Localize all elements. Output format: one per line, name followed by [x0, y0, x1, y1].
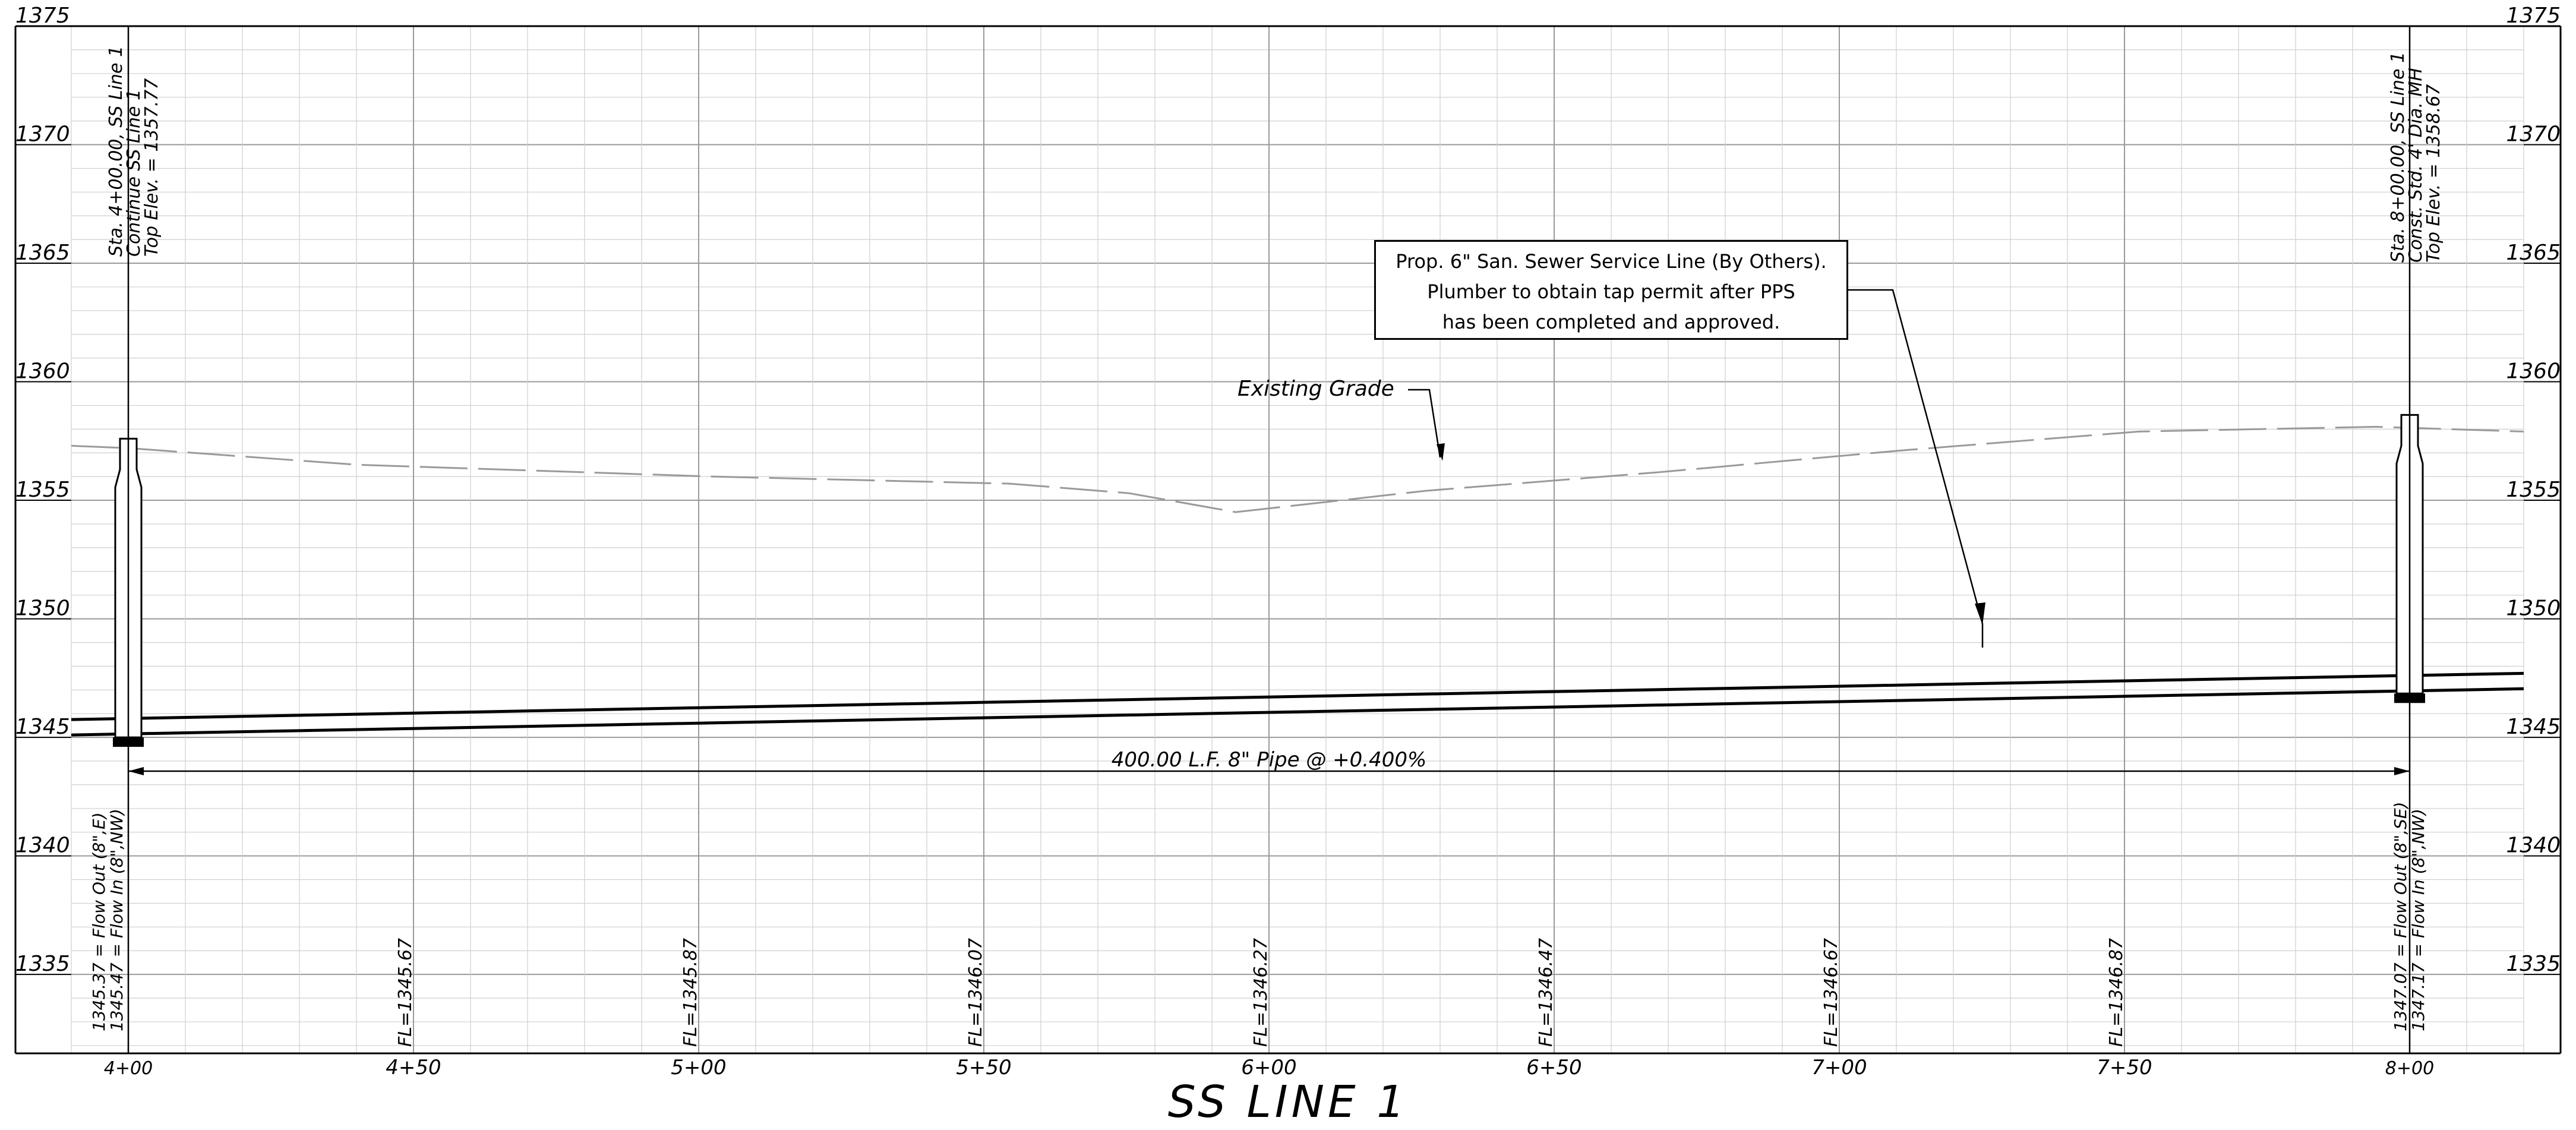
callout-leader	[1848, 289, 1984, 648]
pipe-crown-line	[71, 671, 2524, 721]
drawing-frame	[14, 25, 2562, 1055]
elevation-label-right: 1345	[2506, 715, 2561, 739]
callout-arrowhead	[1975, 602, 1985, 625]
elevation-label-left: 1355	[15, 478, 70, 502]
flowline-label: FL=1346.07	[965, 938, 986, 1047]
elevation-label-left: 1335	[15, 952, 70, 976]
elevation-axis-labels: 1375 1375 1370 1370 1365 1365 1360 1360 1355 1355…	[15, 4, 2561, 976]
station-label: 7+50	[2097, 1056, 2152, 1080]
callout-note-line-2: Plumber to obtain tap permit after PPS	[1427, 280, 1795, 303]
existing-grade-profile	[71, 425, 2524, 513]
elevation-label-right: 1370	[2506, 122, 2561, 147]
left-structure-bottom-note: 1345.37 = Flow Out (8",E)	[89, 812, 109, 1031]
station-label: 6+50	[1526, 1056, 1581, 1080]
existing-grade-label: Existing Grade	[1238, 377, 1394, 401]
service-line-callout-note: Prop. 6" San. Sewer Service Line (By Oth…	[1374, 240, 1848, 340]
elevation-label-right: 1365	[2506, 241, 2561, 265]
right-structure-top-note: Sta. 8+00.00, SS Line 1	[2388, 52, 2408, 263]
elevation-label-right: 1375	[2506, 4, 2561, 28]
station-label: 7+00	[1811, 1056, 1867, 1080]
station-label: 6+00	[1241, 1056, 1296, 1080]
elevation-label-right: 1340	[2506, 834, 2561, 858]
elevation-label-left: 1375	[15, 4, 70, 28]
callout-note-line-1: Prop. 6" San. Sewer Service Line (By Oth…	[1396, 250, 1827, 273]
station-label: 4+50	[386, 1056, 441, 1080]
station-label: 5+50	[956, 1056, 1011, 1080]
flowline-label: FL=1346.87	[2106, 938, 2127, 1047]
flowline-label: FL=1345.67	[395, 938, 416, 1047]
elevation-label-left: 1360	[15, 359, 70, 384]
existing-grade-arrowhead	[1437, 443, 1445, 461]
pipe-length-label: 400.00 L.F. 8" Pipe @ +0.400%	[1112, 748, 1427, 772]
station-label: 5+00	[671, 1056, 726, 1080]
dimension-arrowhead-right	[2394, 767, 2410, 775]
flowline-label: FL=1346.47	[1536, 938, 1557, 1047]
flowline-label: FL=1346.67	[1821, 938, 1842, 1047]
elevation-label-right: 1355	[2506, 478, 2561, 502]
right-structure-top-note: Top Elev. = 1358.67	[2423, 84, 2444, 263]
callout-note-line-3: has been completed and approved.	[1442, 311, 1781, 333]
elevation-label-right: 1335	[2506, 952, 2561, 976]
elevation-label-left: 1340	[15, 834, 70, 858]
station-axis-labels: 4+00 4+50 5+00 5+50 6+00 6+50 7+00 7+50 8+00	[104, 1056, 2434, 1080]
left-structure-top-note: Top Elev. = 1357.77	[141, 78, 162, 257]
elevation-label-left: 1350	[15, 596, 70, 621]
right-structure-top-note: Const. Std. 4' Dia. MH	[2405, 68, 2426, 263]
left-structure-top-note: Continue SS Line 1	[124, 89, 144, 257]
elevation-label-right: 1350	[2506, 596, 2561, 621]
elevation-label-left: 1365	[15, 241, 70, 265]
flowline-label: FL=1346.27	[1251, 938, 1271, 1047]
flowline-labels: FL=1345.67 FL=1345.87 FL=1346.07 FL=1346.27…	[395, 938, 2127, 1047]
existing-grade-leader	[1408, 389, 1441, 458]
elevation-label-left: 1370	[15, 122, 70, 147]
pipe-profile	[71, 671, 2524, 737]
station-label: 4+00	[104, 1058, 153, 1079]
left-structure-top-note: Sta. 4+00.00, SS Line 1	[106, 46, 127, 257]
flowline-label: FL=1345.87	[680, 938, 701, 1047]
profile-grid	[71, 26, 2524, 1053]
profile-title: SS LINE 1	[1167, 1077, 1409, 1128]
elevation-label-left: 1345	[15, 715, 70, 739]
station-label: 8+00	[2385, 1058, 2434, 1079]
right-structure-bottom-note: 1347.07 = Flow Out (8",SE)	[2391, 802, 2410, 1031]
right-structure-bottom-note: 1347.17 = Flow In (8",NW)	[2408, 809, 2428, 1031]
dimension-arrowhead-left	[128, 767, 144, 775]
manhole-structures	[113, 26, 2425, 1053]
left-structure-bottom-note: 1345.47 = Flow In (8",NW)	[107, 809, 127, 1031]
pipe-invert-line	[71, 687, 2524, 737]
existing-grade-line	[71, 425, 2524, 513]
elevation-label-right: 1360	[2506, 359, 2561, 384]
